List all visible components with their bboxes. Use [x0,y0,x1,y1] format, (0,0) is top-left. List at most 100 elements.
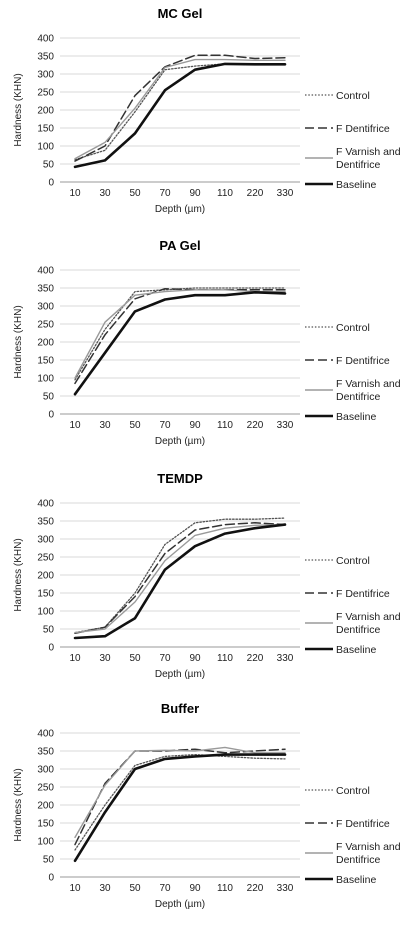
legend-label: Baseline [336,411,376,423]
chart-svg-temdp: TEMDP 0 50 100 150 200 250 300 350 400 10 30 50 70 90 1… [13,471,401,680]
legend-label: Dentifrice [336,624,381,636]
legend-label: Baseline [336,874,376,886]
y-tick-label: 400 [37,499,54,510]
y-axis-label: Hardness (KHN) [13,305,24,378]
series-line-f-varnish-and-dentifrice [74,523,286,634]
x-tick-label: 90 [189,420,201,431]
y-tick-label: 350 [37,517,54,528]
legend-label: Control [336,555,370,567]
y-tick-label: 250 [37,553,54,564]
x-tick-label: 330 [277,653,294,664]
y-tick-label: 100 [37,607,54,618]
x-tick-label: 70 [159,653,171,664]
series-line-f-dentifrice [74,748,286,846]
y-tick-label: 300 [37,70,54,81]
y-tick-label: 350 [37,284,54,295]
chart-svg-buffer: Buffer 0 50 100 150 200 250 300 350 400 10 30 50 70 90… [13,701,401,910]
x-axis-label: Depth (µm) [155,436,205,447]
y-tick-label: 50 [43,160,55,171]
series-line-f-varnish-and-dentifrice [74,746,286,839]
x-tick-label: 70 [159,883,171,894]
x-tick-label: 50 [129,420,141,431]
y-tick-label: 100 [37,837,54,848]
x-tick-label: 330 [277,188,294,199]
y-tick-label: 0 [48,178,54,189]
x-tick-label: 50 [129,883,141,894]
legend-label: Control [336,90,370,102]
chart-svg-pa-gel: PA Gel 0 50 100 150 200 250 300 350 400 10 30 50 70 90… [13,238,401,447]
y-tick-label: 0 [48,873,54,884]
x-tick-label: 70 [159,420,171,431]
x-tick-label: 10 [69,883,81,894]
legend-label: F Dentifrice [336,123,390,135]
y-tick-label: 250 [37,88,54,99]
y-tick-label: 350 [37,747,54,758]
legend-label: Dentifrice [336,391,381,403]
legend-label: F Varnish and [336,611,401,623]
x-tick-label: 110 [217,883,233,894]
y-tick-label: 200 [37,571,54,582]
y-tick-label: 100 [37,142,54,153]
y-tick-label: 150 [37,589,54,600]
x-tick-label: 220 [247,188,264,199]
x-tick-label: 50 [129,653,141,664]
y-axis-label: Hardness (KHN) [13,73,24,146]
series-line-baseline [73,753,287,863]
y-tick-label: 0 [48,643,54,654]
y-tick-label: 350 [37,52,54,63]
y-tick-label: 200 [37,338,54,349]
x-tick-label: 90 [189,653,201,664]
chart-svg-mc-gel: MC Gel 0 50 100 150 200 250 300 350 400 10 30 50 70 90… [13,6,401,215]
x-tick-label: 220 [247,420,264,431]
series-line-f-dentifrice [74,287,286,385]
x-tick-label: 330 [277,883,294,894]
x-axis-label: Depth (µm) [155,204,205,215]
chart-panel-buffer: Buffer 0 50 100 150 200 250 300 350 400 10 30 50 70 90… [0,695,414,925]
y-tick-label: 300 [37,302,54,313]
series-line-baseline [73,290,287,396]
x-tick-label: 110 [217,420,233,431]
chart-panel-pa-gel: PA Gel 0 50 100 150 200 250 300 350 400 10 30 50 70 90… [0,232,414,462]
y-tick-label: 50 [43,392,55,403]
series-line-control [74,517,286,634]
chart-title: Buffer [161,701,199,716]
legend-label: F Dentifrice [336,355,390,367]
x-tick-label: 110 [217,188,233,199]
series-line-baseline [73,523,287,640]
x-tick-label: 10 [69,653,81,664]
y-tick-label: 50 [43,855,55,866]
x-tick-label: 10 [69,188,81,199]
series-line-control [74,63,286,161]
legend-label: F Dentifrice [336,588,390,600]
x-tick-label: 220 [247,653,264,664]
legend-label: F Varnish and [336,841,401,853]
series-line-control [74,753,286,851]
y-tick-label: 50 [43,625,55,636]
x-tick-label: 30 [99,188,111,199]
x-tick-label: 90 [189,188,201,199]
series-line-f-dentifrice [74,54,286,162]
chart-title: TEMDP [157,471,203,486]
y-tick-label: 300 [37,535,54,546]
y-tick-label: 100 [37,374,54,385]
y-tick-label: 400 [37,729,54,740]
x-tick-label: 50 [129,188,141,199]
x-axis-label: Depth (µm) [155,899,205,910]
x-tick-label: 110 [217,653,233,664]
series-line-f-dentifrice [74,522,286,635]
x-tick-label: 10 [69,420,81,431]
y-tick-label: 300 [37,765,54,776]
x-axis-label: Depth (µm) [155,669,205,680]
y-axis-label: Hardness (KHN) [13,768,24,841]
legend-label: Dentifrice [336,159,381,171]
y-tick-label: 200 [37,106,54,117]
chart-panel-mc-gel: MC Gel 0 50 100 150 200 250 300 350 400 10 30 50 70 90… [0,0,414,230]
x-tick-label: 30 [99,420,111,431]
legend-label: Dentifrice [336,854,381,866]
legend-label: F Varnish and [336,146,401,158]
legend-label: F Varnish and [336,378,401,390]
y-tick-label: 150 [37,819,54,830]
chart-title: PA Gel [159,238,200,253]
series-line-baseline [73,62,287,169]
